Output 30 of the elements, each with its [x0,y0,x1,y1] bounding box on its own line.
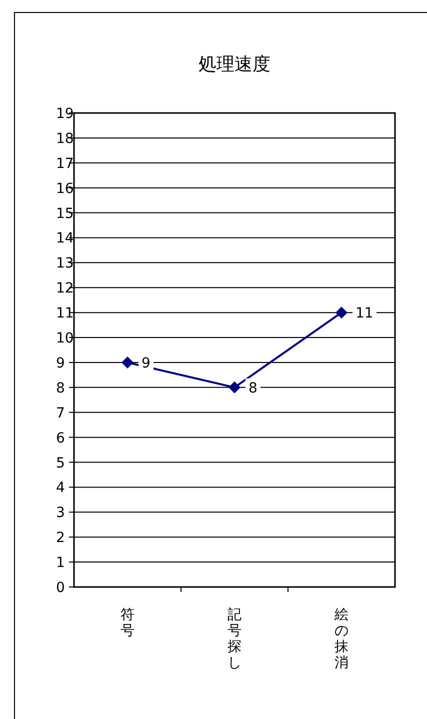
y-tick-label: 18 [56,130,74,147]
data-label: 11 [356,306,374,322]
y-tick-label: 4 [56,480,65,496]
y-tick-label: 10 [56,330,74,347]
y-tick-label: 17 [56,156,74,172]
y-tick-label: 8 [56,380,65,396]
point [228,381,240,394]
y-tick-label: 3 [56,505,65,522]
point [122,356,134,368]
x-tick-label: 符号 [120,607,134,639]
y-tick-label: 14 [56,230,74,247]
chart-title: 処理速度 [198,54,270,75]
data-label: 8 [248,380,258,396]
y-tick-label: 16 [56,180,74,197]
y-tick-label: 9 [56,355,65,372]
y-tick-label: 2 [56,530,65,546]
y-tick-label: 19 [56,106,74,122]
data-label: 9 [142,355,150,372]
y-tick-label: 6 [56,430,65,446]
y-tick-label: 12 [56,280,74,297]
y-tick-label: 1 [56,555,65,572]
y-tick-label: 13 [56,256,74,272]
point [336,306,348,319]
y-tick-label: 0 [56,580,65,596]
y-tick-label: 7 [56,405,65,422]
y-tick-label: 11 [56,306,74,322]
y-tick-label: 15 [56,206,74,222]
x-tick-label: 記号探し [228,607,242,671]
x-tick-label: 絵の抹消 [334,607,348,671]
y-tick-label: 5 [56,455,65,472]
